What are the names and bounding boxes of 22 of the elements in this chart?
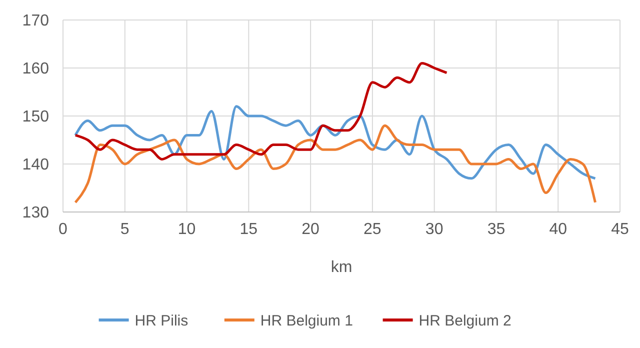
y-tick-label: 150 — [22, 108, 50, 126]
x-tick-label: 45 — [611, 221, 629, 238]
x-tick-label: 35 — [487, 221, 506, 238]
x-tick-label: 40 — [549, 221, 568, 238]
y-tick-label: 140 — [22, 156, 50, 174]
x-tick-label: 20 — [302, 221, 320, 238]
y-tick-label: 130 — [22, 204, 50, 222]
x-tick-label: 25 — [364, 221, 382, 238]
x-tick-label: 0 — [58, 221, 68, 238]
legend-label: HR Belgium 1 — [260, 312, 353, 330]
x-axis-title: km — [330, 259, 352, 276]
line-series — [74, 124, 596, 204]
y-tick-label: 160 — [22, 60, 50, 78]
line-series — [74, 105, 596, 180]
legend-label: HR Pilis — [134, 312, 188, 330]
line-series — [74, 62, 448, 160]
x-tick-label: 5 — [120, 221, 130, 238]
x-tick-label: 30 — [425, 221, 444, 238]
x-tick-label: 15 — [240, 221, 258, 238]
x-tick-label: 10 — [178, 221, 196, 238]
y-tick-label: 170 — [22, 12, 50, 30]
legend-label: HR Belgium 2 — [418, 312, 512, 330]
